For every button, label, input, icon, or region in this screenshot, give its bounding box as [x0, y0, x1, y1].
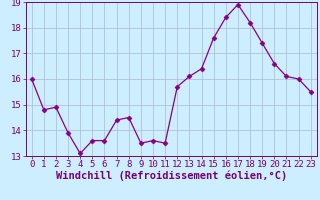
X-axis label: Windchill (Refroidissement éolien,°C): Windchill (Refroidissement éolien,°C) [56, 171, 287, 181]
